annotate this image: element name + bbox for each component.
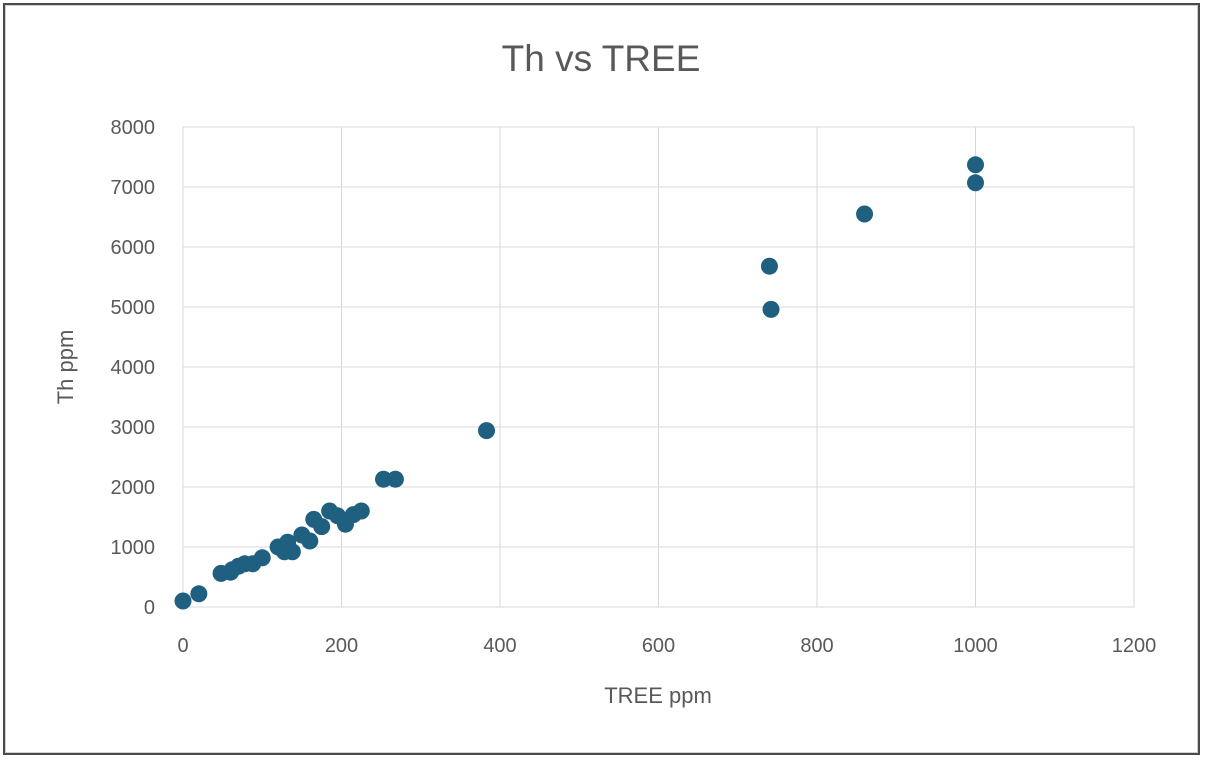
data-point <box>478 422 496 440</box>
data-point <box>967 156 984 174</box>
y-tick-label: 6000 <box>111 237 156 259</box>
plot-area-border <box>182 126 1135 608</box>
x-tick-label: 1200 <box>1112 635 1157 657</box>
data-point <box>386 470 404 488</box>
data-point <box>375 470 393 488</box>
gridlines <box>182 126 1135 608</box>
chart-title: Th vs TREE <box>502 38 701 79</box>
x-tick-label: 400 <box>483 635 516 657</box>
y-tick-label: 0 <box>144 597 155 619</box>
data-point <box>253 549 271 567</box>
data-point <box>967 174 984 192</box>
x-tick-label: 200 <box>325 635 358 657</box>
chart-frame <box>3 3 1200 755</box>
y-tick-label: 1000 <box>111 537 156 559</box>
y-tick-label: 7000 <box>111 177 156 199</box>
x-axis-tick-labels: 0 200 400 600 800 1000 1200 <box>177 635 1156 657</box>
data-point <box>190 585 208 603</box>
data-point <box>283 543 301 561</box>
y-tick-label: 3000 <box>111 417 156 439</box>
data-point <box>313 518 331 536</box>
data-points <box>174 156 984 610</box>
data-point <box>762 300 780 318</box>
data-point <box>856 205 874 223</box>
x-tick-label: 800 <box>800 635 833 657</box>
y-tick-label: 4000 <box>111 357 156 379</box>
x-tick-label: 600 <box>642 635 675 657</box>
x-tick-label: 1000 <box>953 635 998 657</box>
data-point <box>760 257 778 275</box>
y-tick-label: 5000 <box>111 297 156 319</box>
y-tick-label: 8000 <box>111 117 156 139</box>
x-tick-label: 0 <box>177 635 188 657</box>
data-point <box>174 592 192 610</box>
x-axis-title: TREE ppm <box>604 683 712 708</box>
y-axis-title: Th ppm <box>53 330 78 405</box>
y-tick-label: 2000 <box>111 477 156 499</box>
data-point <box>301 532 319 550</box>
y-axis-tick-labels: 0 1000 2000 3000 4000 5000 6000 7000 8000 <box>111 117 156 619</box>
data-point <box>352 502 370 520</box>
